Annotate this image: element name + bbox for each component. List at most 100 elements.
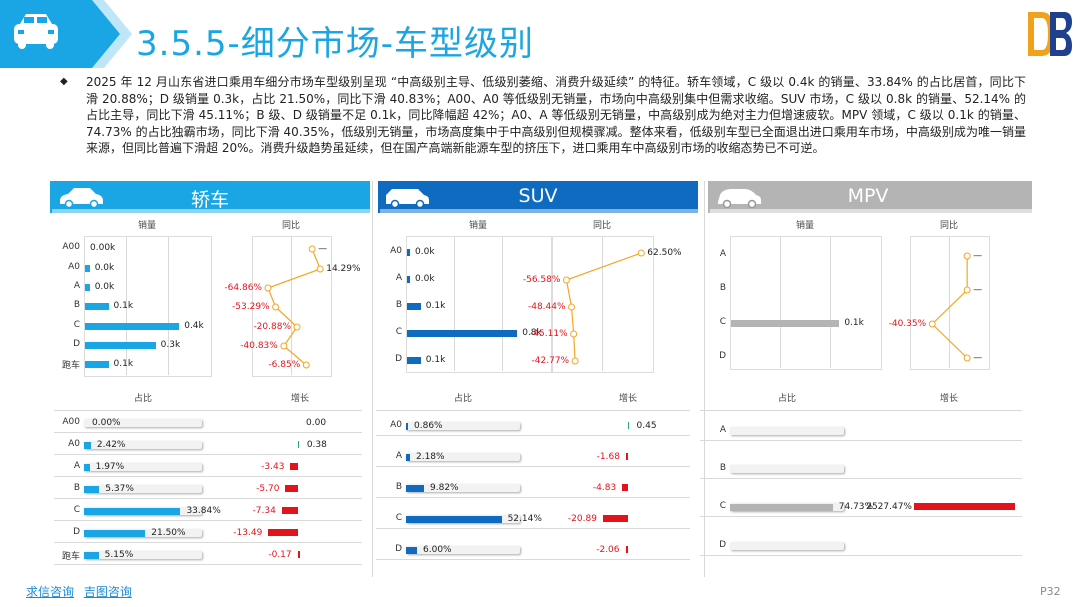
grid-line (602, 236, 603, 371)
category-label: A0 (68, 439, 80, 449)
column-header-sales: 销量 (468, 221, 487, 231)
growth-value: -0.17 (268, 550, 292, 560)
footer-link-2[interactable]: 吉图咨询 (83, 585, 132, 599)
yoy-value: — (318, 244, 328, 254)
row-separator (54, 498, 362, 499)
growth-bar-negative (625, 546, 628, 553)
row-separator (700, 555, 1022, 556)
growth-value: -3.43 (261, 462, 285, 472)
growth-bar-negative (602, 515, 628, 522)
row-separator (54, 542, 362, 543)
footer-link-1[interactable]: 求信咨询 (26, 585, 75, 599)
share-value: 52.14% (507, 514, 542, 524)
category-label: C (395, 327, 402, 337)
yoy-value: -42.77% (531, 356, 570, 366)
intro-paragraph: 2025 年 12 月山东省进口乘用车细分市场车型级别呈现 “中高级别主导、低级… (86, 75, 1026, 155)
growth-bar-positive (298, 441, 299, 448)
section-divider (704, 181, 705, 577)
section-header-suv: SUV (378, 181, 698, 213)
growth-value: 0.38 (306, 440, 327, 450)
yoy-value: -6.85% (268, 360, 301, 370)
share-value: 5.37% (105, 484, 134, 494)
section-title: 轿车 (190, 189, 229, 211)
growth-value: -1.68 (596, 452, 620, 462)
yoy-value: -53.29% (232, 302, 270, 312)
category-label: C (719, 501, 726, 511)
suv-car-icon (386, 189, 429, 209)
section-title: SUV (518, 185, 558, 207)
growth-bar-negative (625, 453, 628, 460)
brand-logo-icon (1028, 12, 1072, 56)
growth-bar-negative (268, 529, 298, 536)
row-separator (376, 528, 690, 529)
section-divider (372, 181, 373, 577)
share-track (84, 441, 202, 449)
share-value: 33.84% (186, 506, 221, 516)
column-header-share: 占比 (453, 394, 472, 404)
share-bar (84, 486, 100, 493)
row-separator (54, 520, 362, 521)
share-track (84, 419, 202, 427)
share-track (730, 465, 844, 473)
share-bar (406, 547, 417, 554)
yoy-value: 14.29% (326, 264, 361, 274)
share-bar (84, 530, 146, 537)
yoy-value: -45.11% (530, 329, 568, 339)
sales-value: 0.4k (184, 321, 204, 331)
yoy-value: -20.88% (253, 322, 292, 332)
share-bar (406, 454, 410, 461)
category-label: A (73, 281, 80, 291)
column-header-yoy: 同比 (281, 221, 300, 231)
category-label: A00 (62, 417, 80, 427)
sales-value: 0.0k (94, 282, 115, 292)
share-track (84, 485, 202, 493)
growth-bar-negative (622, 484, 628, 491)
sales-value: 0.1k (113, 301, 134, 311)
header-banner (0, 0, 1080, 72)
category-label: D (73, 339, 80, 349)
column-header-yoy: 同比 (592, 221, 611, 231)
growth-value: -7.34 (252, 506, 276, 516)
row-separator (376, 410, 690, 411)
growth-bar-negative (285, 485, 298, 492)
category-label: A0 (390, 246, 402, 256)
yoy-value: -40.83% (240, 341, 278, 351)
sales-bar (85, 361, 109, 368)
category-label: C (73, 505, 80, 515)
share-value: 1.97% (95, 462, 125, 472)
section-title: MPV (847, 185, 889, 207)
growth-bar-positive (914, 503, 1016, 510)
sales-bar (85, 265, 90, 272)
sales-value: 0.1k (844, 318, 864, 328)
page-title: 3.5.5-细分市场-车型级别 (136, 24, 535, 64)
category-label: D (395, 354, 402, 364)
column-header-share: 占比 (777, 394, 796, 404)
sedan-car-icon (60, 188, 103, 209)
sales-bar (407, 249, 410, 256)
column-header-share: 占比 (133, 394, 152, 404)
sales-value: 0.0k (415, 274, 435, 284)
category-label: A (719, 425, 726, 435)
row-separator (376, 559, 690, 560)
grid-line (168, 236, 169, 375)
bullet-icon: ◆ (60, 76, 68, 87)
row-separator (54, 476, 362, 477)
row-separator (54, 410, 362, 411)
category-label: C (719, 317, 726, 327)
grid-line (126, 236, 127, 375)
share-bar (730, 504, 833, 511)
category-label: 跑车 (61, 552, 80, 562)
column-header-sales: 销量 (137, 221, 156, 231)
category-label: A00 (62, 242, 80, 252)
row-separator (700, 516, 1022, 517)
footer-links: 求信咨询 吉图咨询 (26, 583, 138, 600)
yoy-value: -64.86% (224, 283, 262, 293)
row-separator (376, 435, 690, 436)
growth-value: -13.49 (233, 528, 263, 538)
share-track (730, 427, 844, 435)
growth-value: -20.89 (567, 514, 597, 524)
share-track (406, 546, 520, 554)
category-label: D (719, 351, 726, 361)
share-value: 2.18% (415, 452, 445, 462)
category-label: D (395, 544, 402, 554)
